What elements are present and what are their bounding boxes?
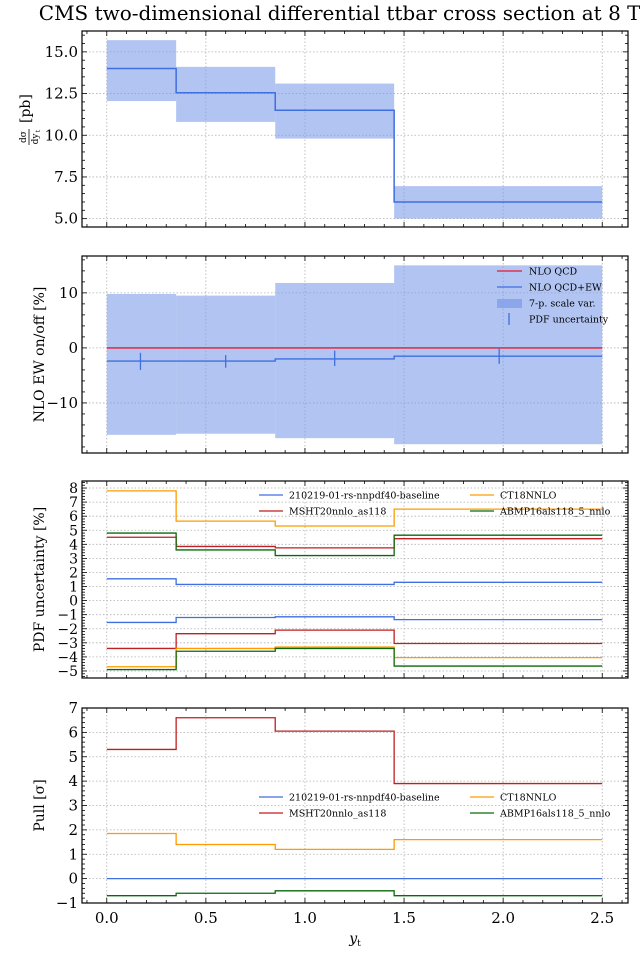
y-tick-label: 7 (69, 495, 78, 511)
legend-label: MSHT20nnlo_as118 (289, 809, 386, 820)
y-tick-label: 1 (69, 580, 78, 596)
x-tick-label: 1.5 (392, 909, 416, 927)
legend: 210219-01-rs-nnpdf40-baseline MSHT20nnlo_… (259, 793, 611, 820)
y-tick-label: 6 (69, 509, 78, 525)
y-tick-label: 3 (68, 797, 78, 815)
y-tick-label: −4 (57, 650, 78, 666)
band-bin (106, 40, 177, 102)
series-nnpdf-lower (106, 616, 603, 624)
x-axis-label-main: y (348, 931, 358, 947)
y-tick-label: −5 (57, 664, 78, 680)
axes-frame (81, 30, 629, 228)
y-axis-label: Pull [σ] (32, 779, 48, 831)
x-tick-label: 0.0 (95, 909, 119, 927)
legend: NLO QCD NLO QCD+EW 7-p. scale var. PDF unce… (497, 267, 609, 326)
series-nlo-qcd-ew-line (106, 355, 603, 362)
band-bin (394, 265, 603, 445)
x-tick-label: 2.0 (491, 909, 515, 927)
scale-band (106, 265, 603, 445)
y-tick-label: 4 (69, 537, 78, 553)
x-axis-label-sub: t (357, 939, 361, 949)
series-msht-lower (106, 629, 603, 650)
y-tick-label: 15.0 (45, 43, 78, 61)
legend-label: 7-p. scale var. (529, 299, 595, 310)
series-abmp-upper (106, 532, 603, 557)
y-axis-label: NLO EW on/off [%] (32, 287, 48, 423)
series-abmp-line (106, 890, 603, 897)
y-tick-label: 2 (68, 821, 78, 839)
y-axis-label: [pb] dσ dyt (18, 94, 42, 145)
legend-label: MSHT20nnlo_as118 (289, 507, 386, 518)
y-tick-label: 5 (68, 748, 78, 766)
grid (82, 481, 628, 678)
legend-label: CT18NNLO (500, 491, 557, 502)
y-tick-label: 7 (68, 699, 78, 717)
y-axis-label: PDF uncertainty [%] (32, 507, 48, 652)
scale-band (106, 40, 603, 219)
panel-1: 5.0 7.5 10.0 12.5 15.0 [pb] dσ dyt (18, 30, 629, 228)
y-axis-label-text: PDF uncertainty [%] (32, 507, 48, 652)
y-tick-label: 8 (69, 481, 78, 497)
grid (82, 707, 628, 904)
series-nnpdf-upper (106, 578, 603, 586)
axes-frame (81, 255, 629, 454)
y-tick-label: 0 (68, 339, 78, 357)
legend-label: ABMP16als118_5_nnlo (499, 507, 611, 518)
x-tick-label: 2.5 (590, 909, 614, 927)
y-tick-label: −1 (57, 608, 78, 624)
y-tick-label: 5.0 (54, 210, 78, 228)
legend-label: CT18NNLO (500, 793, 557, 804)
y-tick-label: 2 (69, 565, 78, 581)
y-label-denominator: dy (31, 133, 41, 145)
series-central-line (106, 67, 603, 203)
legend-label: NLO QCD (529, 267, 577, 278)
x-axis-label: yt (348, 931, 361, 949)
y-tick-label: 0 (69, 594, 78, 610)
y-label-numerator: dσ (19, 131, 29, 143)
y-tick-label: 4 (68, 772, 78, 790)
band-bin (176, 66, 276, 122)
series-msht-line (106, 717, 603, 785)
panel-2: −10 0 10 NLO EW on/off [%] NLO QCD NLO QCD+EW… (32, 255, 629, 454)
series-ct18-upper (106, 490, 603, 527)
series-abmp-lower (106, 647, 603, 671)
legend-label: NLO QCD+EW (529, 283, 602, 294)
legend-swatch-scale-band (497, 299, 522, 308)
y-tick-label: 6 (68, 723, 78, 741)
legend-label: PDF uncertainty (529, 315, 609, 326)
y-tick-label: −2 (57, 622, 78, 638)
y-tick-label: −3 (57, 636, 78, 652)
series-msht-upper (106, 536, 603, 549)
legend: 210219-01-rs-nnpdf40-baseline MSHT20nnlo_… (259, 491, 611, 518)
axes-frame (81, 480, 629, 679)
series-ct18-line (106, 832, 603, 851)
x-tick-label: 1.0 (293, 909, 317, 927)
y-tick-label: 0 (68, 870, 78, 888)
y-tick-label: −10 (46, 394, 78, 412)
y-tick-label: 10 (59, 284, 78, 302)
y-tick-label: −1 (56, 894, 78, 912)
y-tick-label: 1 (68, 845, 78, 863)
y-axis-label-text: NLO EW on/off [%] (32, 287, 48, 423)
legend-label: 210219-01-rs-nnpdf40-baseline (289, 491, 440, 502)
y-label-denominator-sub: t (35, 129, 42, 132)
figure-title: CMS two-dimensional differential ttbar c… (39, 1, 640, 25)
panel-4: −1 0 1 2 3 4 5 6 7 Pull [σ] 210219-01-rs-nnpdf40-b… (32, 699, 629, 949)
band-bin (275, 83, 395, 139)
y-label-unit: [pb] (18, 94, 34, 123)
band-bin (106, 293, 177, 435)
x-tick-label: 0.5 (194, 909, 218, 927)
y-axis-label-text: Pull [σ] (32, 779, 48, 831)
legend-label: 210219-01-rs-nnpdf40-baseline (289, 793, 440, 804)
legend-label: ABMP16als118_5_nnlo (499, 809, 611, 820)
y-tick-label: 7.5 (54, 168, 78, 186)
y-tick-label: 12.5 (45, 85, 78, 103)
y-tick-label: 10.0 (45, 126, 78, 144)
y-tick-label: 5 (69, 523, 78, 539)
y-tick-label: 3 (69, 551, 78, 567)
